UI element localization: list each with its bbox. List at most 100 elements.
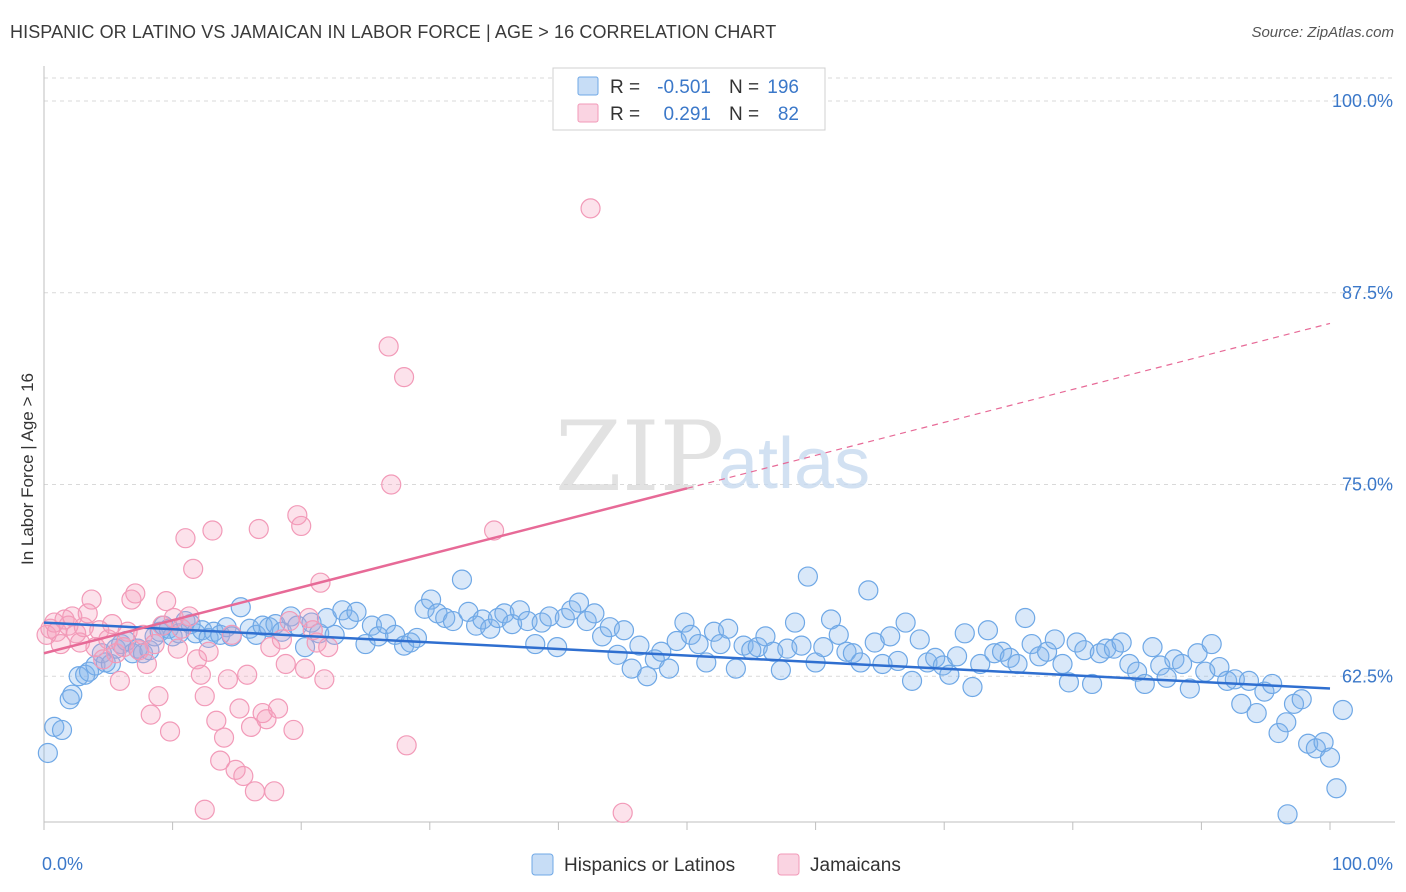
hispanic-point bbox=[1142, 637, 1163, 658]
hispanic-point bbox=[629, 635, 650, 656]
hispanic-point bbox=[1044, 629, 1065, 650]
jamaican-point bbox=[140, 704, 161, 725]
hispanic-point bbox=[1081, 673, 1103, 695]
hispanic-point bbox=[1058, 672, 1080, 693]
jamaican-point bbox=[233, 765, 254, 787]
jamaican-point bbox=[484, 520, 505, 541]
hispanic-point bbox=[1134, 673, 1155, 695]
jamaican-point bbox=[148, 686, 169, 707]
jamaican-point bbox=[580, 198, 601, 219]
hispanic-point bbox=[1187, 643, 1208, 664]
hispanic-point bbox=[607, 644, 628, 665]
hispanic-point bbox=[613, 620, 635, 641]
y-tick-label: 75.0% bbox=[1342, 475, 1393, 495]
legend-r-value: -0.501 bbox=[657, 77, 711, 98]
hispanic-point bbox=[1111, 632, 1132, 653]
watermark-atlas: atlas bbox=[718, 424, 870, 504]
jamaican-point bbox=[221, 624, 242, 645]
jamaican-trend-line bbox=[43, 487, 688, 655]
hispanic-point bbox=[1179, 678, 1200, 699]
source-credit: Source: ZipAtlas.com bbox=[1251, 24, 1394, 41]
hispanic-point bbox=[954, 623, 975, 644]
hispanic-point bbox=[37, 742, 58, 764]
jamaican-point bbox=[279, 610, 300, 632]
hispanic-point bbox=[797, 566, 818, 587]
hispanic-point bbox=[1262, 673, 1283, 695]
hispanic-point bbox=[584, 603, 605, 624]
hispanic-point bbox=[1172, 653, 1193, 675]
hispanic-point bbox=[324, 624, 345, 645]
hispanic-point bbox=[984, 643, 1005, 664]
jamaican-point bbox=[113, 637, 134, 658]
hispanic-point bbox=[68, 666, 89, 687]
jamaican-point bbox=[93, 649, 114, 670]
jamaican-point bbox=[229, 698, 250, 719]
hispanic-point bbox=[62, 684, 83, 705]
hispanic-point bbox=[547, 637, 568, 658]
hispanic-point bbox=[1126, 661, 1148, 682]
y-tick-label: 62.5% bbox=[1342, 666, 1393, 686]
legend-n-label: N = bbox=[729, 104, 759, 125]
jamaican-point bbox=[186, 649, 208, 670]
hispanic-point bbox=[1326, 778, 1347, 799]
hispanic-point bbox=[576, 610, 597, 632]
hispanic-point bbox=[637, 666, 658, 687]
legend-n-value: 82 bbox=[778, 104, 799, 125]
legend-n-label: N = bbox=[729, 77, 759, 98]
jamaican-point bbox=[248, 518, 269, 540]
jamaican-point bbox=[318, 637, 339, 658]
hispanic-point bbox=[658, 658, 680, 679]
jamaican-point bbox=[393, 367, 415, 388]
legend-box: R = -0.501 N = 196 R = 0.291 N = 82 bbox=[552, 67, 826, 131]
hispanic-point bbox=[651, 641, 672, 662]
hispanic-point bbox=[1319, 747, 1341, 768]
jamaican-trend-line-dashed bbox=[686, 322, 1331, 489]
jamaican-point bbox=[198, 641, 219, 662]
jamaican-point bbox=[252, 702, 273, 724]
jamaican-point bbox=[291, 515, 312, 537]
hispanic-point bbox=[51, 719, 73, 741]
jamaican-point bbox=[314, 669, 335, 690]
hispanic-point bbox=[480, 618, 501, 639]
hispanic-point bbox=[509, 600, 530, 621]
chart-title: HISPANIC OR LATINO VS JAMAICAN IN LABOR … bbox=[10, 22, 777, 42]
hispanic-point bbox=[442, 610, 464, 632]
hispanic-point bbox=[1254, 681, 1275, 702]
y-tick-label: 87.5% bbox=[1342, 283, 1393, 303]
jamaican-point bbox=[159, 721, 181, 742]
jamaican-point bbox=[298, 607, 320, 629]
hispanic-point bbox=[1096, 638, 1117, 659]
legend-r-label: R = bbox=[610, 77, 640, 98]
hispanic-point bbox=[895, 612, 916, 633]
hispanic-point bbox=[1277, 804, 1298, 825]
jamaican-point bbox=[144, 633, 165, 655]
y-tick-label: 100.0% bbox=[1332, 91, 1393, 111]
hispanic-point bbox=[1231, 693, 1252, 714]
hispanic-point bbox=[836, 641, 857, 662]
hispanic-point bbox=[78, 661, 100, 682]
hispanic-point bbox=[1246, 702, 1267, 724]
hispanic-point bbox=[1052, 653, 1073, 675]
hispanic-point bbox=[1156, 667, 1177, 688]
hispanic-point bbox=[688, 633, 709, 655]
hispanic-point bbox=[1066, 632, 1087, 653]
hispanic-trend-line bbox=[43, 621, 1331, 690]
legend-r-label: R = bbox=[610, 104, 640, 125]
hispanic-point bbox=[1036, 641, 1058, 662]
jamaican-point bbox=[612, 802, 633, 823]
hispanic-point bbox=[1291, 689, 1312, 710]
hispanic-point bbox=[791, 635, 812, 656]
hispanic-point bbox=[850, 652, 871, 673]
x-tick-label-min: 0.0% bbox=[42, 854, 83, 874]
hispanic-point bbox=[346, 601, 367, 622]
hispanic-point bbox=[747, 637, 768, 658]
jamaican-point bbox=[381, 474, 402, 495]
hispanic-point bbox=[568, 592, 590, 613]
jamaican-point bbox=[267, 698, 289, 719]
hispanic-point bbox=[271, 621, 293, 642]
hispanic-point bbox=[946, 646, 968, 667]
jamaican-point bbox=[109, 670, 130, 691]
jamaican-point bbox=[287, 505, 308, 526]
jamaican-point bbox=[237, 664, 258, 685]
hispanic-point bbox=[674, 612, 695, 633]
